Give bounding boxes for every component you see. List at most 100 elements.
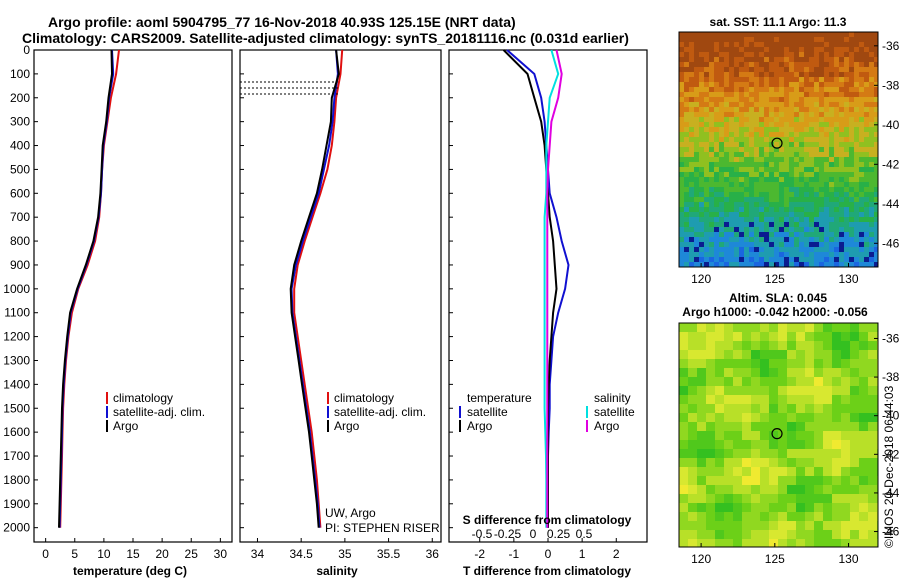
- sst-map-cell: [849, 72, 854, 77]
- sst-map-cell: [874, 87, 878, 92]
- sst-map-cell: [809, 77, 814, 82]
- sst-map-cell: [689, 262, 694, 267]
- sla-map-cell: [859, 503, 868, 512]
- sla-map-cell: [805, 512, 814, 521]
- sst-map-cell: [759, 167, 764, 172]
- sst-map-cell: [734, 32, 739, 37]
- sst-map-cell: [864, 132, 869, 137]
- sst-map-cell: [844, 172, 849, 177]
- sla-map-cell: [760, 512, 769, 521]
- sla-map-cell: [724, 341, 733, 350]
- sst-map-cell: [809, 157, 814, 162]
- sst-map-cell: [819, 72, 824, 77]
- sst-map-cell: [749, 47, 754, 52]
- sst-map-cell: [839, 112, 844, 117]
- sst-map-cell: [694, 82, 699, 87]
- sst-map-cell: [694, 97, 699, 102]
- sst-map-cell: [749, 137, 754, 142]
- sst-map-cell: [814, 262, 819, 267]
- sst-map-cell: [764, 122, 769, 127]
- sst-map-cell: [834, 232, 839, 237]
- sst-map-cell: [864, 112, 869, 117]
- sla-map-cell: [706, 476, 715, 485]
- sst-map-cell: [814, 67, 819, 72]
- sst-map-cell: [814, 227, 819, 232]
- sst-map-cell: [809, 147, 814, 152]
- sst-map-cell: [854, 42, 859, 47]
- sst-map-cell: [684, 42, 689, 47]
- sst-map-cell: [679, 182, 684, 187]
- sst-map-cell: [844, 232, 849, 237]
- sst-map-cell: [849, 67, 854, 72]
- sla-map-cell: [733, 395, 742, 404]
- sst-map-cell: [764, 87, 769, 92]
- sst-map-cell: [729, 32, 734, 37]
- sst-map-cell: [804, 257, 809, 262]
- sla-map-cell: [760, 413, 769, 422]
- sst-map-y-tick-label: -46: [882, 236, 900, 250]
- sla-map-cell: [706, 341, 715, 350]
- sst-map-cell: [819, 77, 824, 82]
- sst-map-cell: [814, 102, 819, 107]
- sst-map-cell: [784, 182, 789, 187]
- sst-map-cell: [809, 122, 814, 127]
- sst-map-cell: [799, 242, 804, 247]
- sst-map-cell: [814, 257, 819, 262]
- sst-map-cell: [829, 102, 834, 107]
- sla-map-cell: [751, 377, 760, 386]
- sst-map-cell: [709, 127, 714, 132]
- sst-map-cell: [704, 67, 709, 72]
- sst-map-cell: [759, 47, 764, 52]
- sst-map-cell: [749, 232, 754, 237]
- sst-map-cell: [814, 197, 819, 202]
- sst-map-cell: [739, 212, 744, 217]
- sst-map-cell: [824, 187, 829, 192]
- sla-map-cell: [859, 494, 868, 503]
- sla-map-cell: [742, 440, 751, 449]
- sst-map-cell: [849, 197, 854, 202]
- sst-map-cell: [769, 107, 774, 112]
- sst-map-cell: [724, 252, 729, 257]
- sst-map-cell: [854, 57, 859, 62]
- sst-map-cell: [679, 247, 684, 252]
- depth-tick-label: 1500: [3, 401, 30, 415]
- depth-tick-label: 1200: [3, 330, 30, 344]
- sst-map-cell: [774, 167, 779, 172]
- sst-map-cell: [859, 92, 864, 97]
- sla-map-cell: [814, 413, 823, 422]
- sst-map-cell: [819, 227, 824, 232]
- sst-map-cell: [684, 102, 689, 107]
- salinity-tick-label: 35: [338, 547, 352, 561]
- sst-map-cell: [839, 237, 844, 242]
- sla-map-cell: [742, 323, 751, 332]
- sst-map-cell: [699, 167, 704, 172]
- legend-s-argo-label: Argo: [594, 419, 620, 433]
- sst-map-cell: [774, 67, 779, 72]
- sst-map-cell: [859, 37, 864, 42]
- sla-map-cell: [796, 422, 805, 431]
- sst-map-cell: [719, 87, 724, 92]
- sla-map-cell: [706, 539, 715, 547]
- sst-map-cell: [744, 162, 749, 167]
- sla-map-cell: [679, 476, 688, 485]
- sst-map-cell: [869, 157, 874, 162]
- sst-map-cell: [789, 32, 794, 37]
- sst-map-cell: [774, 172, 779, 177]
- sst-map-cell: [704, 252, 709, 257]
- temperature-tick-label: 15: [126, 547, 140, 561]
- sst-map-cell: [699, 242, 704, 247]
- sst-map-cell: [789, 122, 794, 127]
- temperature-tick-label: 10: [97, 547, 111, 561]
- sst-map-cell: [729, 172, 734, 177]
- sst-map-cell: [704, 212, 709, 217]
- sst-map-cell: [769, 257, 774, 262]
- sst-map-cell: [724, 257, 729, 262]
- sst-map-cell: [819, 117, 824, 122]
- sst-map-cell: [759, 147, 764, 152]
- sla-map-cell: [715, 404, 724, 413]
- sla-map-cell: [751, 440, 760, 449]
- sst-map-cell: [774, 202, 779, 207]
- sst-map-cell: [824, 42, 829, 47]
- sst-map-cell: [744, 97, 749, 102]
- sst-map-cell: [869, 162, 874, 167]
